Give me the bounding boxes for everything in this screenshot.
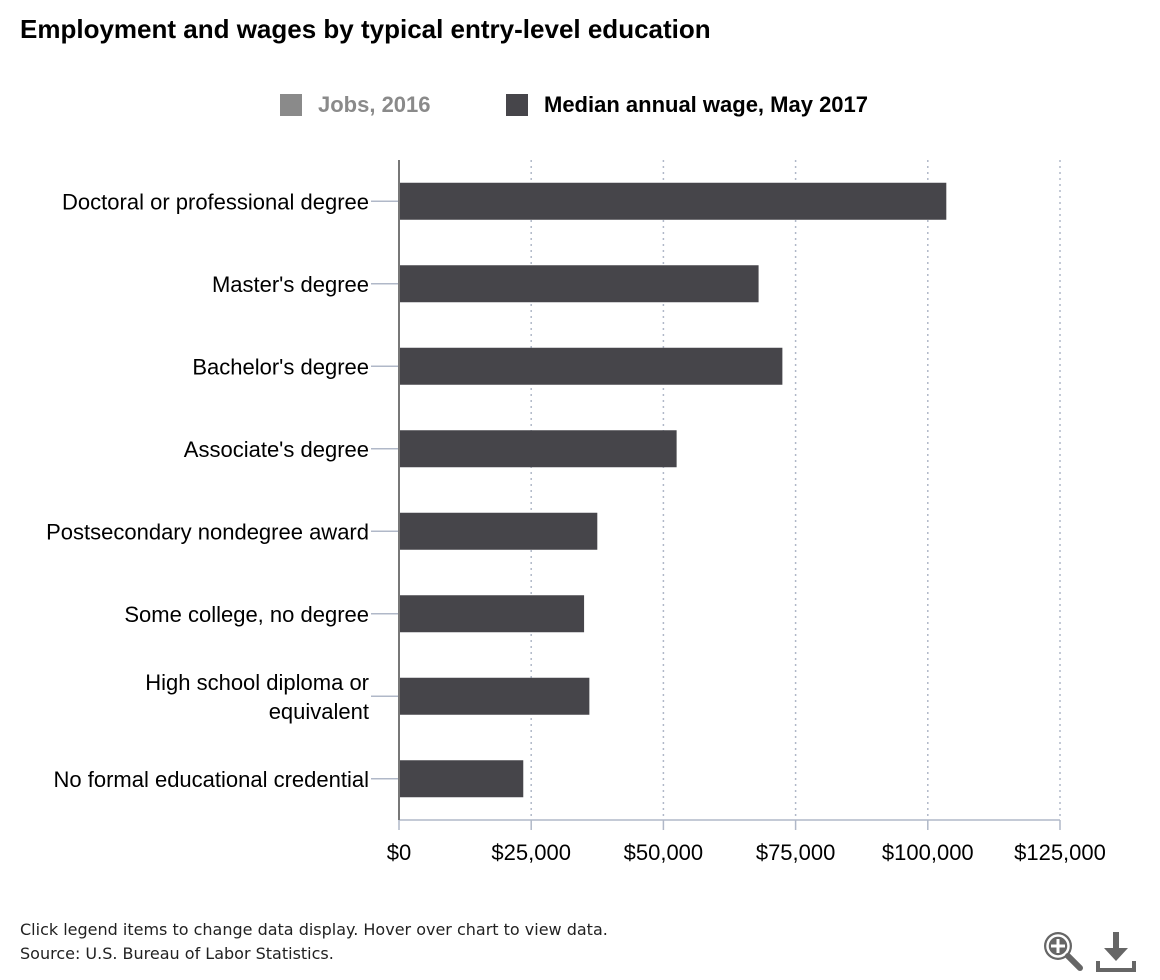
legend-label-jobs: Jobs, 2016 (318, 92, 431, 117)
bar[interactable] (399, 512, 598, 550)
x-tick-label: $50,000 (624, 840, 704, 865)
bar[interactable] (399, 347, 783, 385)
legend-item-jobs[interactable]: Jobs, 2016 (280, 92, 431, 118)
legend-label-wage: Median annual wage, May 2017 (544, 92, 869, 117)
download-icon (1096, 932, 1136, 972)
bar[interactable] (399, 760, 524, 798)
category-label: Bachelor's degree (192, 354, 369, 379)
category-label: Doctoral or professional degree (62, 189, 369, 214)
category-label-line: Bachelor's degree (192, 354, 369, 379)
category-label-line: Postsecondary nondegree award (46, 519, 369, 544)
footer-source: Source: U.S. Bureau of Labor Statistics. (20, 944, 334, 963)
zoom-in-icon (1044, 932, 1083, 971)
legend: Jobs, 2016 Median annual wage, May 2017 (0, 92, 1160, 124)
x-tick-label: $125,000 (1014, 840, 1106, 865)
category-label: High school diploma or equivalent (145, 670, 369, 724)
category-label-line: equivalent (269, 699, 369, 724)
bar-chart[interactable]: $0 $25,000 $50,000 $75,000 $100,000 $125,000 D… (0, 0, 1160, 900)
x-tick-label: $25,000 (491, 840, 571, 865)
category-label-line: Associate's degree (184, 437, 369, 462)
legend-swatch-jobs (280, 94, 302, 116)
category-label: Associate's degree (184, 437, 369, 462)
bar[interactable] (399, 595, 585, 633)
category-label-line: No formal educational credential (53, 767, 369, 792)
category-label: Postsecondary nondegree award (46, 519, 369, 544)
category-label-line: Some college, no degree (124, 602, 369, 627)
download-button[interactable] (1092, 928, 1140, 974)
zoom-button[interactable] (1040, 928, 1084, 972)
bar[interactable] (399, 430, 677, 468)
category-label-line: Doctoral or professional degree (62, 189, 369, 214)
category-label-line: Master's degree (212, 272, 369, 297)
x-tick-label: $0 (387, 840, 411, 865)
category-label-line: High school diploma or (145, 670, 369, 695)
legend-swatch-wage (506, 94, 528, 116)
footer-note: Click legend items to change data displa… (20, 920, 608, 939)
bar[interactable] (399, 265, 759, 303)
footer: Click legend items to change data displa… (20, 918, 608, 966)
category-label: Some college, no degree (124, 602, 369, 627)
legend-item-wage[interactable]: Median annual wage, May 2017 (506, 92, 868, 118)
chart-title: Employment and wages by typical entry-le… (20, 14, 711, 44)
bar[interactable] (399, 182, 947, 220)
x-tick-label: $75,000 (756, 840, 836, 865)
x-tick-label: $100,000 (882, 840, 974, 865)
category-label: No formal educational credential (53, 767, 369, 792)
bar[interactable] (399, 677, 590, 715)
category-label: Master's degree (212, 272, 369, 297)
